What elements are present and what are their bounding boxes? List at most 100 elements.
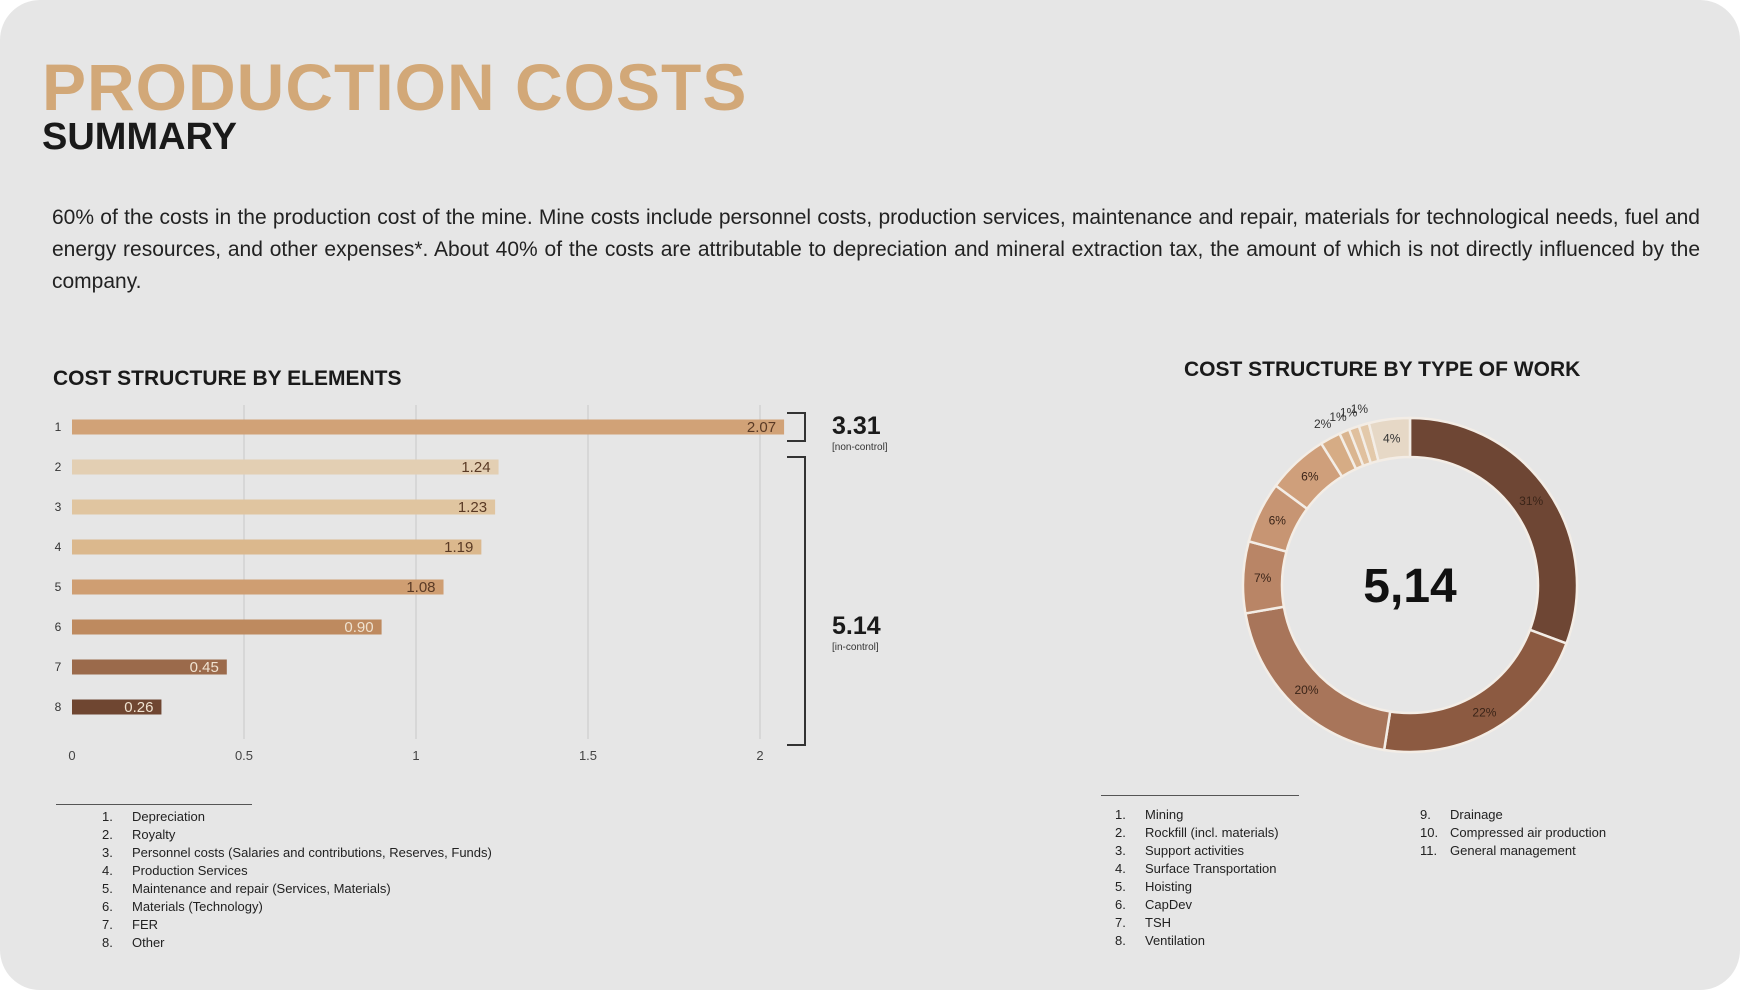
legend-item: 9. Drainage [1420,807,1503,822]
slice-label: 1% [1351,402,1369,416]
legend-label: Production Services [132,863,248,878]
legend-label: Ventilation [1145,933,1205,948]
page-subtitle: SUMMARY [42,116,237,158]
bar [72,539,482,555]
legend-label: Hoisting [1145,879,1192,894]
data-label: 1.08 [406,579,435,596]
donut-center-total: 5,14 [1363,560,1457,613]
data-label: 1.23 [458,499,487,516]
category-label: 5 [55,580,62,594]
bar [72,699,162,715]
legend-item: 1. Depreciation [102,809,205,824]
category-label: 3 [55,500,62,514]
legend-label: Compressed air production [1450,825,1607,840]
legend-item: 8. Other [102,935,165,950]
legend-label: Other [132,935,165,950]
legend-divider [1101,795,1299,796]
legend-item: 4. Production Services [102,863,248,878]
slice-label: 31% [1519,494,1543,508]
legend-item: 3. Personnel costs (Salaries and contribu… [102,845,492,860]
legend-label: Mining [1145,807,1184,822]
bar [72,459,499,475]
bar-chart-legend: 1. Depreciation 2. Royalty 3. Personnel cos… [102,808,492,952]
slice-label: 1% [1340,406,1358,420]
legend-label: TSH [1145,915,1171,930]
x-tick-label: 2 [756,748,763,763]
donut-chart-title: COST STRUCTURE BY TYPE OF WORK [1184,358,1581,381]
legend-label: Materials (Technology) [132,899,263,914]
x-tick-label: 1.5 [579,748,597,763]
bar [72,579,444,595]
legend-item: 1. Mining [1115,807,1184,822]
donut-chart-legend-continued: 9. Drainage 10. Compressed air production … [1420,806,1606,860]
group-bracket [787,456,806,746]
slice-label: 1% [1329,410,1347,424]
legend-label: Rockfill (incl. materials) [1145,825,1279,840]
legend-item: 6. Materials (Technology) [102,899,263,914]
slice-label: 22% [1472,705,1496,719]
slice-label: 6% [1301,470,1319,484]
legend-item: 10. Compressed air production [1420,825,1607,840]
work-type-donut-chart: 31%22%20%7%6%6%2%1%1%1%4%5,14 [1241,402,1579,754]
bar [72,499,496,515]
legend-item: 5. Hoisting [1115,879,1192,894]
group-note: [in-control] [832,642,879,653]
legend-label: Royalty [132,827,176,842]
bar-chart-title: COST STRUCTURE BY ELEMENTS [53,367,402,390]
legend-divider [56,804,252,805]
legend-label: FER [132,917,158,932]
group-value: 3.31 [832,412,881,440]
x-tick-label: 0.5 [235,748,253,763]
bar [72,659,227,675]
legend-label: General management [1450,843,1576,858]
legend-label: Depreciation [132,809,205,824]
data-label: 0.90 [344,619,373,636]
donut-chart-legend: 1. Mining 2. Rockfill (incl. materials) 3.… [1115,806,1279,950]
donut-slice [1243,605,1392,752]
legend-item: 3. Support activities [1115,843,1244,858]
legend-label: Drainage [1450,807,1503,822]
cost-elements-bar-chart: 0 0.5 1 1.5 2 1 2.07 2 1.24 3 1.23 4 1.19 5 1.08 6 0.90 7… [55,405,806,763]
category-label: 2 [55,460,62,474]
group-value: 5.14 [832,612,881,640]
slice-label: 20% [1295,683,1319,697]
bar [72,419,785,435]
donut-slice [1367,416,1412,463]
category-label: 7 [55,660,62,674]
legend-item: 11. General management [1420,843,1576,858]
category-label: 4 [55,540,62,554]
slice-label: 2% [1314,417,1332,431]
slice-label: 4% [1383,432,1401,446]
slice-label: 7% [1254,571,1272,585]
slice-label: 6% [1269,514,1287,528]
group-bracket [787,412,806,442]
x-tick-label: 1 [412,748,419,763]
legend-item: 7. FER [102,917,158,932]
legend-label: Personnel costs (Salaries and contributi… [132,845,492,860]
category-label: 1 [55,420,62,434]
data-label: 2.07 [747,419,776,436]
legend-item: 2. Royalty [102,827,176,842]
group-label-non-control: 3.31 [non-control] [832,414,888,453]
legend-label: CapDev [1145,897,1192,912]
legend-label: Surface Transportation [1145,861,1277,876]
donut-slice [1382,628,1569,754]
data-label: 1.24 [461,459,490,476]
data-label: 0.26 [124,699,153,716]
group-note: [non-control] [832,442,888,453]
data-label: 1.19 [444,539,473,556]
intro-paragraph: 60% of the costs in the production cost … [52,206,1700,293]
data-label: 0.45 [190,659,219,676]
legend-label: Support activities [1145,843,1244,858]
legend-item: 4. Surface Transportation [1115,861,1277,876]
legend-item: 6. CapDev [1115,897,1192,912]
bar [72,619,382,635]
category-label: 8 [55,700,62,714]
page-title: PRODUCTION COSTS [42,50,748,124]
category-label: 6 [55,620,62,634]
legend-item: 2. Rockfill (incl. materials) [1115,825,1279,840]
legend-item: 7. TSH [1115,915,1171,930]
legend-label: Maintenance and repair (Services, Materi… [132,881,391,896]
legend-item: 5. Maintenance and repair (Services, Mate… [102,881,391,896]
